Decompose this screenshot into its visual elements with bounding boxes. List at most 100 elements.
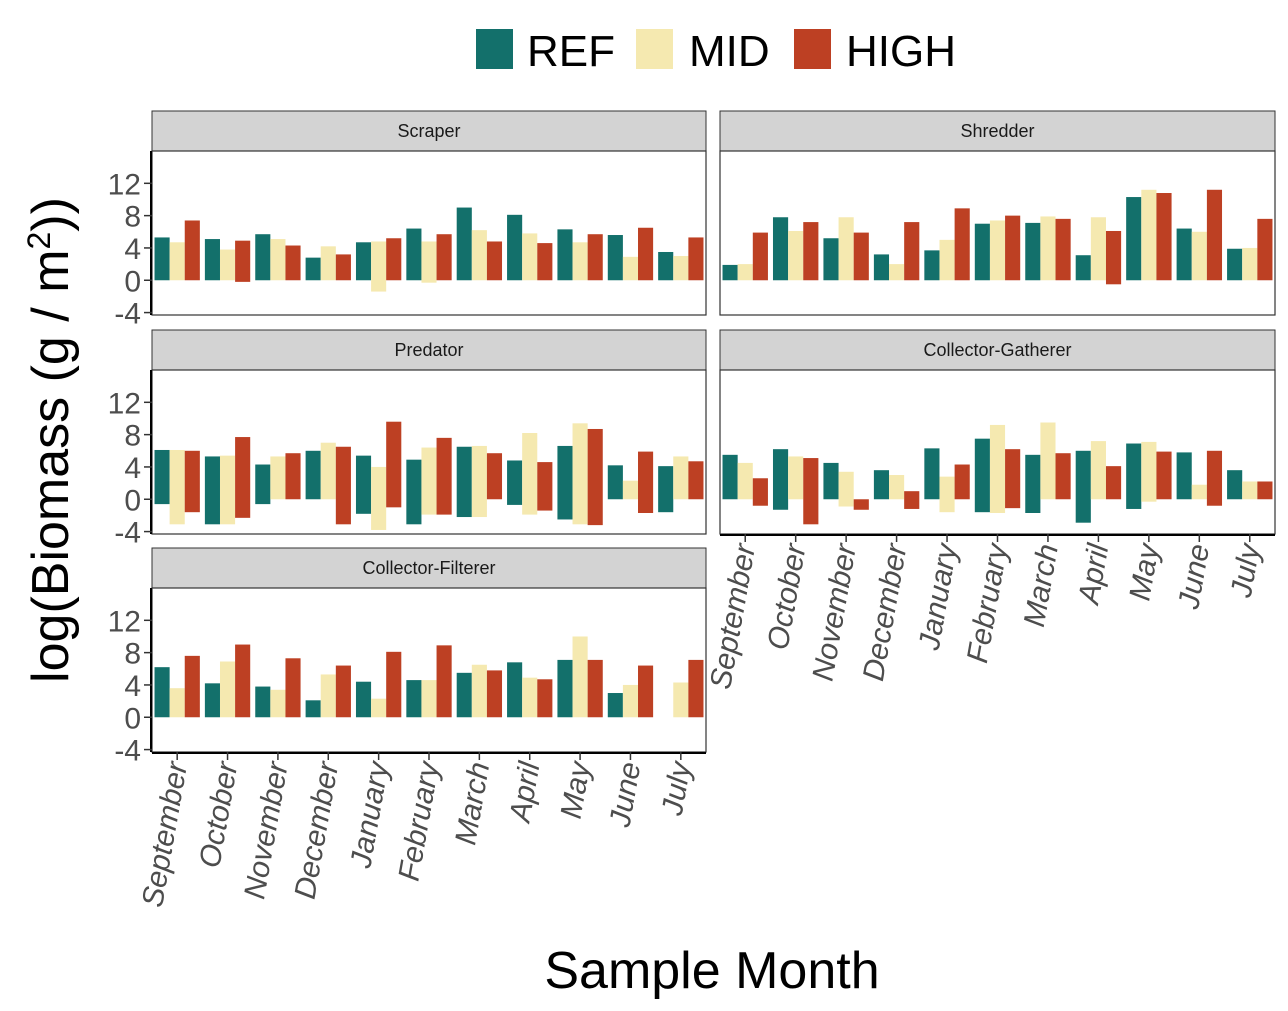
bar-collector-filterer-december-mid [320,674,336,718]
x-tick-label-collector-gatherer: June [1172,541,1216,612]
bar-scraper-may-mid [572,242,588,281]
bar-collector-filterer-january-ref [355,681,372,718]
bar-collector-filterer-april-ref [507,662,523,718]
bar-scraper-june-high [638,227,654,281]
bar-predator-june-ref [607,465,623,500]
bar-collector-filterer-may-high [587,659,603,718]
bar-scraper-may-high [587,234,603,281]
bar-shredder-march-high [1055,218,1071,281]
bar-scraper-october-ref [204,239,220,281]
bar-scraper-january-ref [355,242,372,281]
bar-scraper-february-mid [421,241,437,283]
bar-predator-may-high [587,428,603,526]
y-tick-label-collector-filterer: 0 [124,702,141,735]
bar-shredder-may-ref [1126,197,1142,281]
bar-scraper-may-ref [557,229,573,281]
bar-collector-filterer-december-high [335,665,351,718]
strip-title-predator: Predator [394,340,463,360]
bar-scraper-december-high [335,254,351,281]
bar-collector-gatherer-july-mid [1242,481,1258,500]
bar-predator-october-mid [219,455,236,525]
y-tick-label-collector-filterer: 4 [124,670,141,703]
bar-collector-gatherer-february-ref [974,438,990,513]
x-tick-label-collector-filterer: December [289,758,346,901]
bar-collector-gatherer-march-ref [1025,454,1041,513]
bar-shredder-february-ref [974,223,990,281]
bar-scraper-july-ref [658,251,674,281]
bar-shredder-september-high [752,232,768,281]
bar-collector-gatherer-october-ref [772,449,789,510]
bar-shredder-december-high [904,222,920,281]
x-tick-label-collector-gatherer: September [704,540,762,691]
bar-collector-gatherer-december-mid [889,475,905,500]
bar-predator-march-high [486,453,503,500]
bar-predator-july-high [688,461,704,500]
bar-collector-filterer-february-ref [406,680,422,718]
y-tick-label-predator: 12 [108,387,141,420]
bar-collector-gatherer-october-high [803,458,819,525]
x-tick-label-collector-filterer: February [393,758,447,884]
bar-shredder-october-mid [788,230,804,281]
bar-scraper-march-ref [456,207,472,281]
plot-area-scraper [151,150,707,316]
strip-title-scraper: Scraper [397,121,460,141]
bar-predator-june-mid [622,480,639,500]
bar-predator-december-mid [320,442,336,500]
bar-collector-gatherer-september-high [752,478,768,506]
bar-collector-filterer-february-high [436,645,452,718]
x-tick-label-collector-filterer: January [344,758,396,872]
bar-shredder-march-mid [1040,216,1056,281]
bar-predator-july-ref [658,466,674,513]
bar-shredder-september-mid [737,264,753,281]
bar-shredder-january-high [954,208,970,281]
bar-collector-filterer-march-high [486,670,503,718]
bar-collector-gatherer-march-high [1055,453,1071,500]
bar-scraper-november-mid [270,239,286,281]
bar-shredder-june-ref [1176,228,1192,281]
bar-collector-gatherer-april-ref [1075,450,1091,523]
y-tick-label-predator: -4 [114,517,141,550]
strip-title-collector-filterer: Collector-Filterer [362,558,495,578]
x-tick-label-collector-gatherer: March [1018,541,1065,629]
bar-shredder-january-ref [924,250,940,281]
bar-collector-gatherer-september-ref [722,454,738,500]
bar-collector-filterer-july-mid [673,682,689,718]
bar-collector-gatherer-december-high [904,491,920,509]
bar-shredder-november-ref [823,238,839,281]
y-tick-label-collector-filterer: 8 [124,638,141,671]
bar-shredder-december-ref [873,254,890,281]
bar-shredder-june-mid [1191,231,1207,281]
x-tick-label-collector-filterer: July [656,758,698,819]
bar-collector-filterer-march-mid [471,664,487,718]
strip-title-collector-gatherer: Collector-Gatherer [923,340,1071,360]
bar-collector-gatherer-june-mid [1191,484,1207,500]
bar-collector-filterer-september-ref [154,667,170,718]
bar-predator-february-ref [406,459,422,525]
bar-scraper-april-ref [507,214,523,281]
bar-predator-november-mid [270,456,286,500]
bar-shredder-november-high [853,232,869,281]
y-tick-label-scraper: 12 [108,168,141,201]
bar-collector-gatherer-july-high [1257,481,1273,500]
y-tick-label-predator: 0 [124,484,141,517]
bar-collector-filterer-june-mid [622,684,639,718]
bar-scraper-february-high [436,234,452,281]
y-tick-label-collector-filterer: 12 [108,605,141,638]
bar-collector-gatherer-november-ref [823,462,839,500]
bar-predator-january-high [386,421,402,508]
bar-predator-october-ref [204,456,220,525]
x-axis-title: Sample Month [544,942,879,1000]
bar-collector-gatherer-june-high [1206,450,1223,506]
legend-label-mid: MID [689,27,770,76]
bar-collector-filterer-january-mid [371,698,387,718]
bar-scraper-april-mid [522,233,538,281]
strip-title-shredder: Shredder [960,121,1034,141]
bar-shredder-april-mid [1090,217,1106,281]
bar-collector-gatherer-december-ref [873,470,890,500]
bar-scraper-october-mid [219,249,236,281]
x-tick-label-collector-filterer: October [193,758,244,870]
